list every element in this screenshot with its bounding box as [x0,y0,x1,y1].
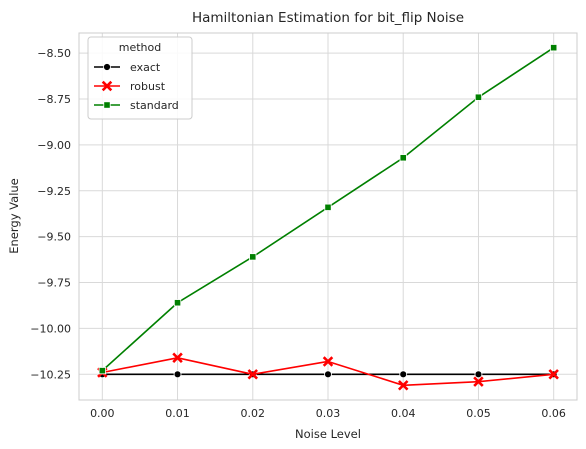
legend-box [87,36,193,120]
data-point-exact [173,370,182,379]
y-tick-label: −9.00 [37,139,71,152]
data-point-exact [474,370,483,379]
x-tick-label: 0.01 [165,407,190,420]
y-tick-label: −8.75 [37,93,71,106]
data-point-standard [98,367,106,375]
legend-marker [103,63,111,71]
data-point-standard [324,203,332,211]
y-axis-title: Energy Value [7,178,21,254]
legend-item-standard: standard [94,99,179,112]
series-standard [98,44,558,375]
legend-marker [101,80,113,92]
data-point-standard [550,44,558,52]
data-point-exact [399,370,408,379]
legend-item-exact: exact [94,61,161,74]
legend-label: robust [130,80,166,93]
plot-area [78,32,578,401]
data-point-standard [173,299,182,307]
y-tick-label: −9.25 [37,185,71,198]
data-point-robust [322,356,334,367]
legend-label: standard [130,99,179,112]
y-tick-label: −9.50 [37,231,71,244]
x-tick-label: 0.04 [391,407,416,420]
x-tick-label: 0.00 [90,407,115,420]
legend: method exact robust standard [87,36,193,120]
data-point-standard [474,93,483,101]
data-point-robust [473,376,484,387]
y-tick-label: −10.00 [30,322,71,335]
legend-item-robust: robust [94,80,166,93]
y-tick-label: −10.25 [30,368,71,381]
data-point-exact [324,370,332,379]
data-point-standard [399,154,407,162]
x-axis: 0.00 0.01 0.02 0.03 0.04 0.05 0.06 [90,407,566,420]
data-point-robust [548,369,559,380]
y-tick-label: −8.50 [37,47,71,60]
series-layer [97,44,559,391]
data-point-robust [172,352,183,364]
y-tick-label: −9.75 [37,277,71,290]
legend-label: exact [130,61,161,74]
legend-marker [103,101,111,109]
legend-title: method [119,41,161,54]
x-axis-title: Noise Level [295,427,361,441]
data-point-robust [247,369,259,380]
x-tick-label: 0.06 [541,407,566,420]
series-exact [98,370,558,379]
chart-title: Hamiltonian Estimation for bit_flip Nois… [192,10,464,26]
data-point-standard [249,253,257,261]
x-tick-label: 0.05 [466,407,491,420]
x-tick-label: 0.02 [241,407,266,420]
x-tick-label: 0.03 [316,407,341,420]
data-point-robust [397,380,409,391]
y-axis: −10.25 −10.00 −9.75 −9.50 −9.25 −9.00 −8.75 −8.… [30,47,71,381]
